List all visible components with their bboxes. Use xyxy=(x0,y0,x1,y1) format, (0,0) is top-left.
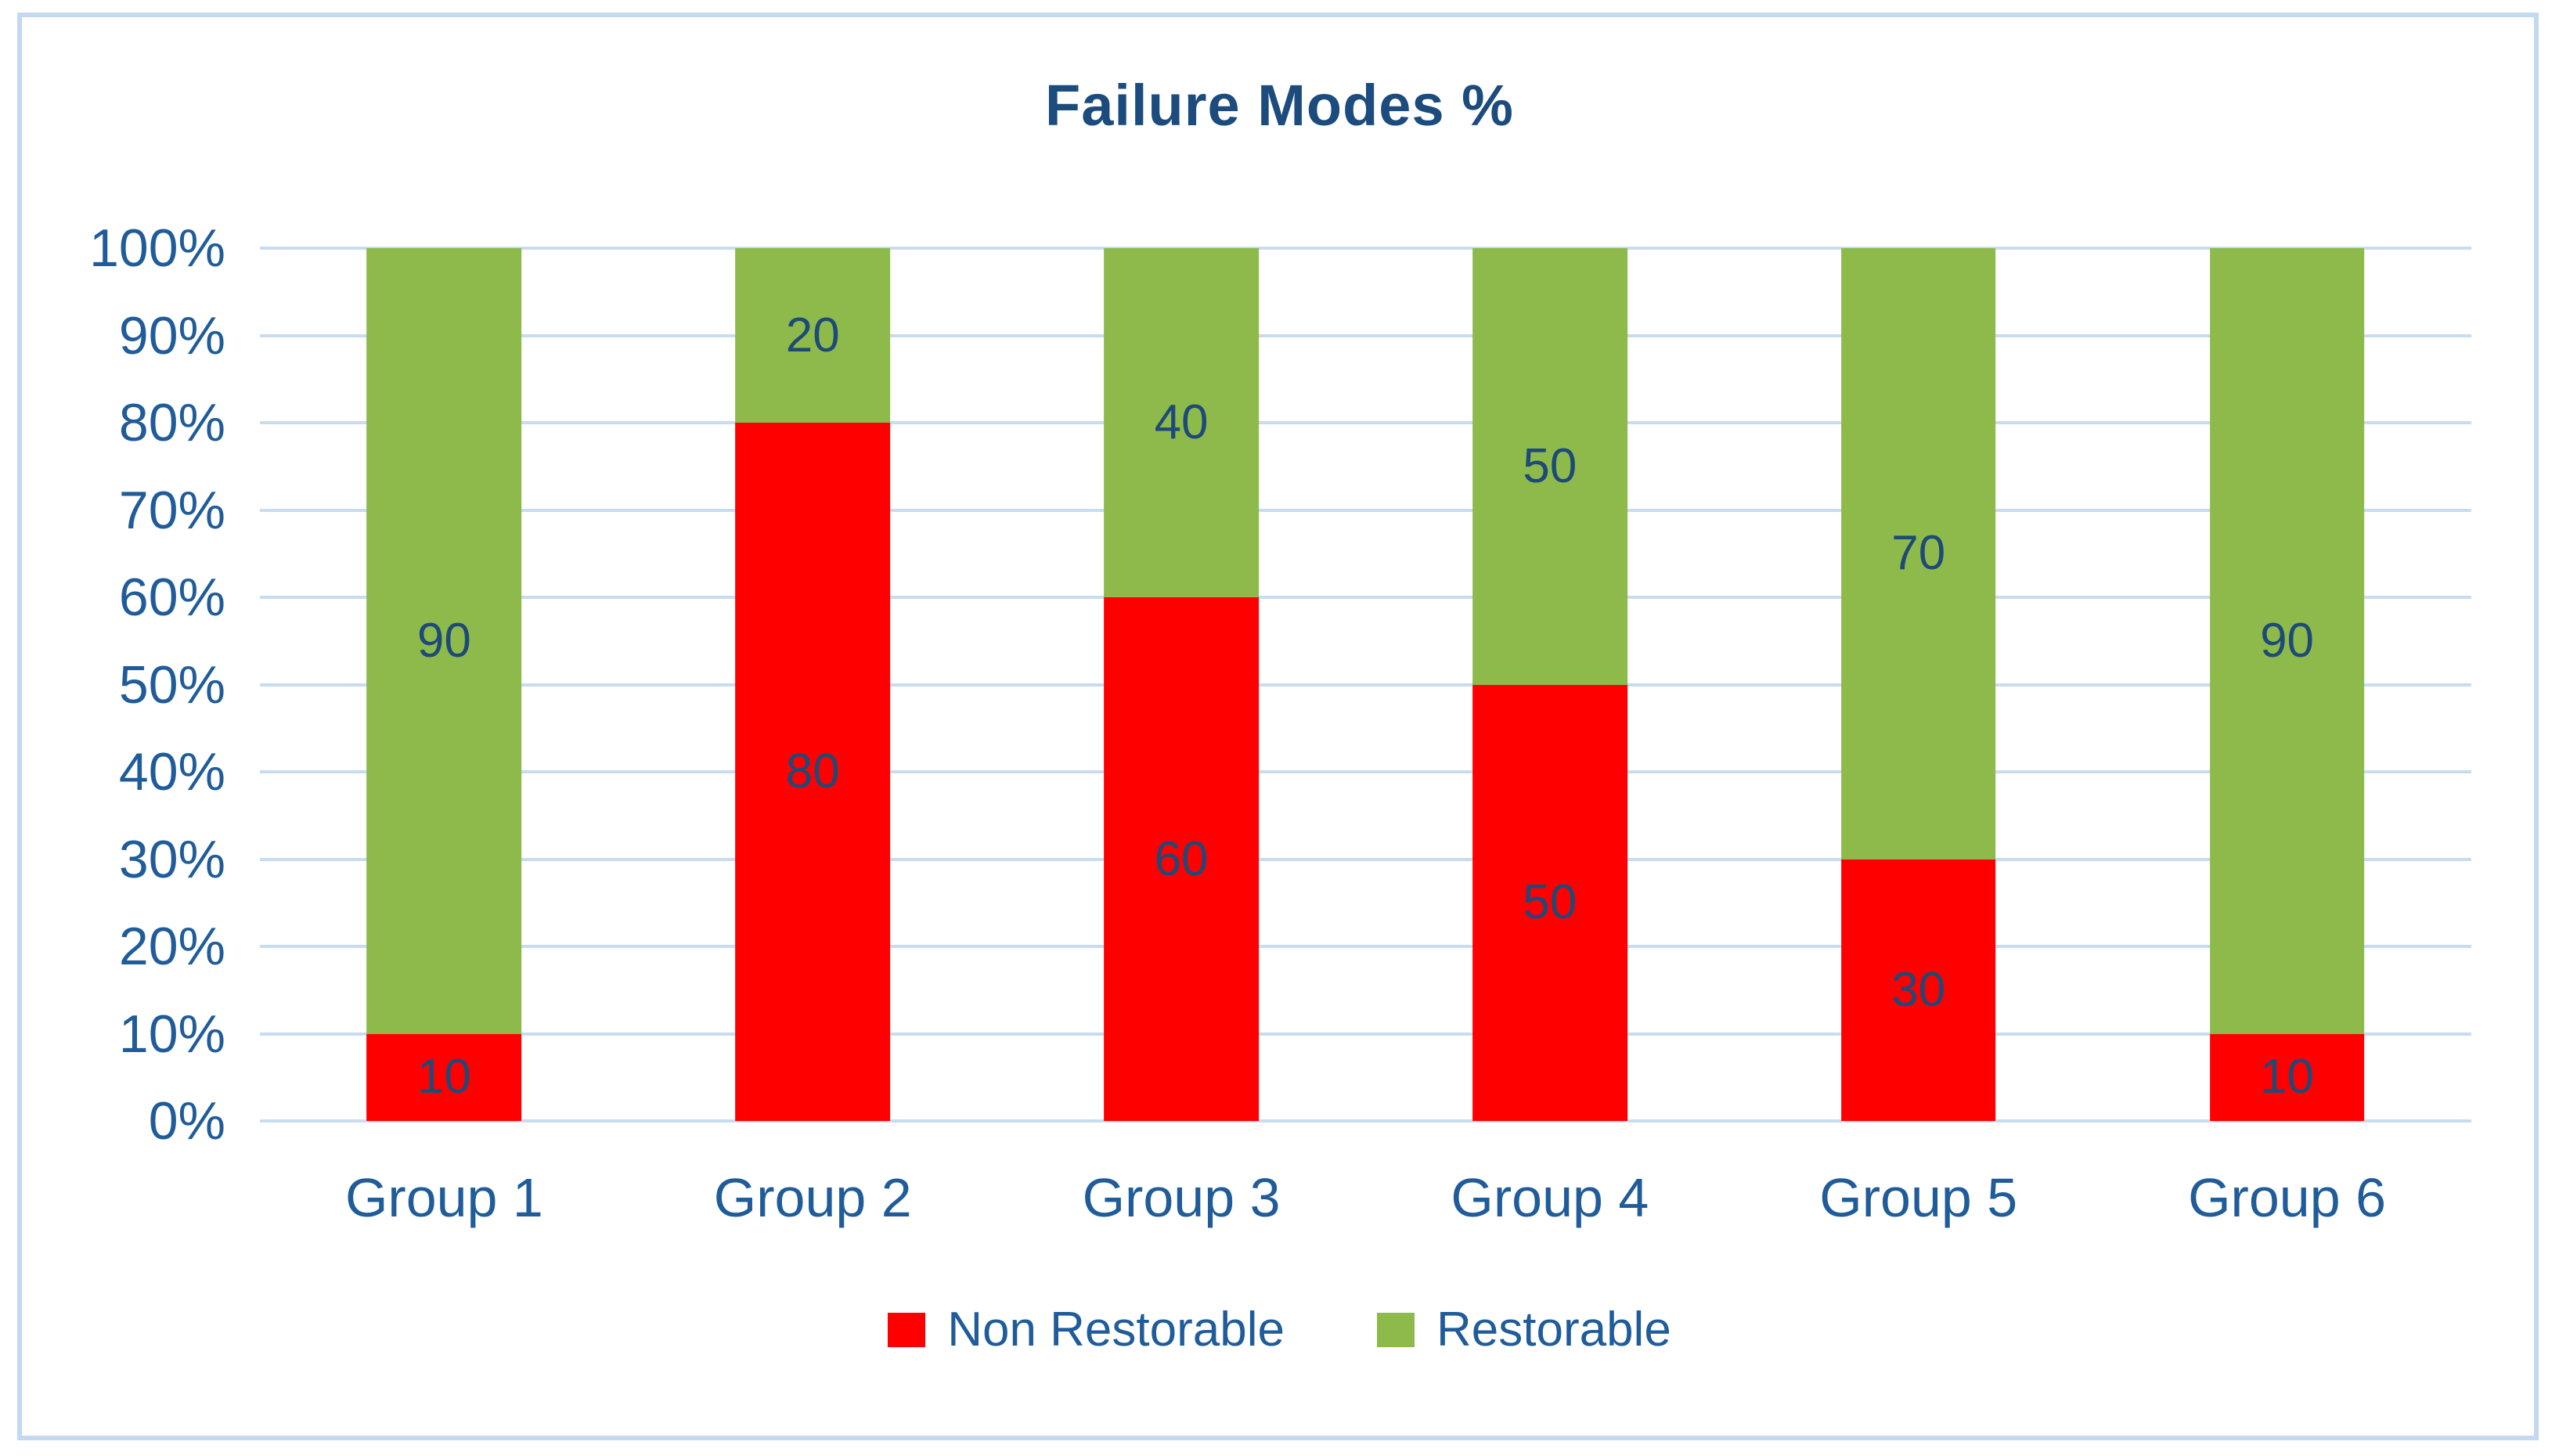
category-slot-2: 80 20 xyxy=(629,248,997,1121)
bar-segment-restorable: 20 xyxy=(735,248,891,423)
category-label: Group 1 xyxy=(344,1167,543,1228)
bar-segment-non-restorable: 80 xyxy=(735,423,891,1121)
gridline-90% xyxy=(260,333,2471,337)
legend-item-non-restorable: Non Restorable xyxy=(888,1306,1285,1354)
y-axis-tick-label: 90% xyxy=(118,305,225,366)
bar-segment-non-restorable: 10 xyxy=(2209,1033,2365,1121)
data-label: 20 xyxy=(785,308,840,362)
bar-stack-4: 50 50 xyxy=(1472,248,1627,1121)
legend-label: Restorable xyxy=(1436,1303,1671,1357)
legend: Non Restorable Restorable xyxy=(0,1306,2559,1354)
category-slot-1: 10 90 xyxy=(260,248,629,1121)
gridline-100% xyxy=(260,247,2471,250)
data-label: 50 xyxy=(1523,875,1577,930)
gridline-60% xyxy=(260,596,2471,599)
category-label: Group 6 xyxy=(2188,1167,2387,1228)
bar-segment-non-restorable: 30 xyxy=(1840,859,1996,1121)
gridline-0% xyxy=(260,1119,2471,1123)
y-axis-tick-label: 70% xyxy=(118,480,225,540)
category-label: Group 4 xyxy=(1451,1167,1649,1228)
category-slot-5: 30 70 xyxy=(1734,248,2103,1121)
legend-swatch-icon xyxy=(1376,1313,1415,1347)
category-slot-3: 60 40 xyxy=(997,248,1366,1121)
bar-stack-2: 80 20 xyxy=(735,248,891,1121)
bar-segment-restorable: 50 xyxy=(1472,248,1627,685)
chart-title: Failure Modes % xyxy=(1045,73,1514,138)
data-label: 50 xyxy=(1523,438,1577,493)
gridline-20% xyxy=(260,945,2471,948)
y-axis-tick-label: 80% xyxy=(118,393,225,452)
bar-stack-3: 60 40 xyxy=(1104,248,1259,1121)
bar-segment-restorable: 90 xyxy=(366,248,522,1034)
gridline-50% xyxy=(260,683,2471,687)
y-axis-tick-label: 20% xyxy=(118,917,225,976)
y-axis-tick-label: 100% xyxy=(89,218,225,278)
y-axis-tick-label: 60% xyxy=(118,568,225,627)
data-label: 40 xyxy=(1154,395,1209,449)
legend-label: Non Restorable xyxy=(947,1303,1285,1357)
bar-segment-non-restorable: 60 xyxy=(1104,597,1259,1121)
bar-segment-restorable: 90 xyxy=(2209,248,2365,1034)
data-label: 80 xyxy=(785,744,840,798)
data-label: 70 xyxy=(1891,526,1946,581)
y-axis-tick-label: 10% xyxy=(118,1004,225,1064)
bar-segment-restorable: 70 xyxy=(1840,248,1996,860)
gridline-70% xyxy=(260,508,2471,512)
category-label: Group 5 xyxy=(1819,1167,2018,1228)
gridline-30% xyxy=(260,857,2471,861)
y-axis-tick-label: 30% xyxy=(118,829,225,889)
x-axis-labels: Group 1 Group 2 Group 3 Group 4 Group 5 Group… xyxy=(260,1168,2471,1228)
bar-segment-restorable: 40 xyxy=(1104,248,1259,597)
y-axis-tick-label: 0% xyxy=(148,1091,225,1151)
plot-area: 0% 10% 20% 30% 40% 50% 60% 70% 80% 90% 100% 10 90 80 2… xyxy=(89,222,2471,1148)
bar-stack-1: 10 90 xyxy=(366,248,522,1121)
gridline-80% xyxy=(260,421,2471,424)
bar-stack-5: 30 70 xyxy=(1840,248,1996,1121)
y-axis-tick-label: 50% xyxy=(118,654,225,715)
gridline-40% xyxy=(260,770,2471,773)
gridline-10% xyxy=(260,1032,2471,1036)
category-slot-4: 50 50 xyxy=(1366,248,1735,1121)
category-label: Group 2 xyxy=(713,1167,912,1228)
y-axis-tick-label: 40% xyxy=(118,742,225,802)
category-slot-6: 10 90 xyxy=(2103,248,2471,1121)
data-label: 90 xyxy=(416,613,471,668)
category-label: Group 3 xyxy=(1082,1167,1281,1228)
data-label: 10 xyxy=(416,1050,471,1105)
legend-item-restorable: Restorable xyxy=(1376,1303,1671,1357)
data-label: 90 xyxy=(2260,613,2315,668)
bar-segment-non-restorable: 10 xyxy=(366,1033,522,1121)
legend-swatch-icon xyxy=(888,1313,926,1347)
data-label: 60 xyxy=(1154,831,1209,886)
data-label: 10 xyxy=(2260,1050,2315,1105)
bar-segment-non-restorable: 50 xyxy=(1472,684,1627,1121)
data-label: 30 xyxy=(1891,962,1946,1017)
bar-stack-6: 10 90 xyxy=(2209,248,2365,1121)
